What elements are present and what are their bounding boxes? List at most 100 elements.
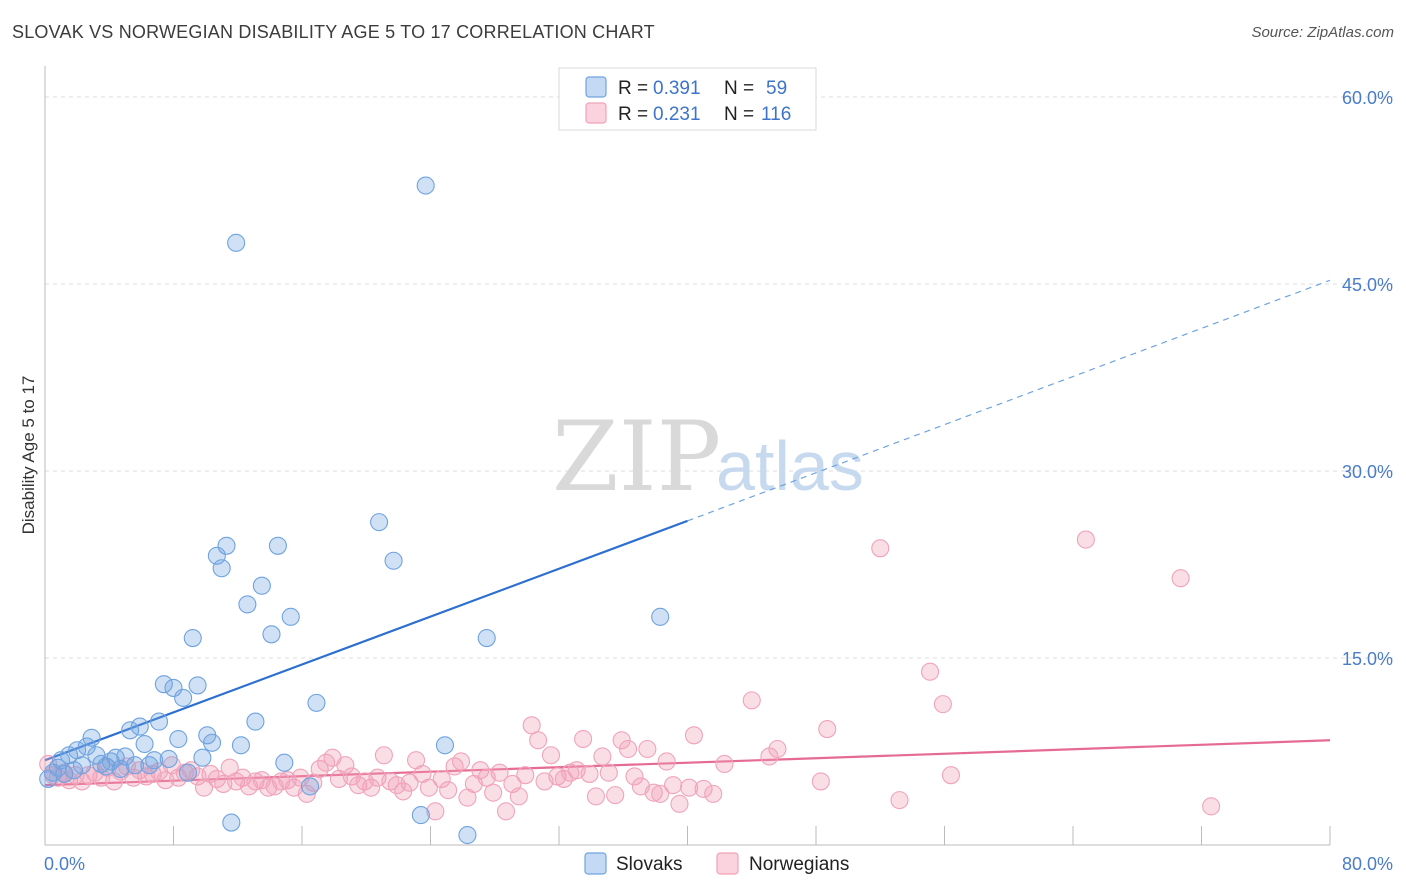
y-tick-label: 15.0% xyxy=(1342,649,1393,669)
data-point-slovaks xyxy=(370,513,389,532)
data-point-norwegians xyxy=(599,763,618,782)
data-point-norwegians xyxy=(704,784,723,803)
data-point-norwegians xyxy=(541,746,561,765)
data-point-slovaks xyxy=(217,536,236,555)
watermark-atlas: atlas xyxy=(716,427,864,505)
data-point-slovaks xyxy=(135,734,154,754)
data-point-slovaks xyxy=(72,756,91,775)
data-point-slovaks xyxy=(159,749,178,769)
data-point-norwegians xyxy=(742,691,761,710)
legend-swatch-norwegians xyxy=(585,102,607,124)
data-point-norwegians xyxy=(1202,797,1221,816)
trend-lines xyxy=(44,279,1331,787)
data-point-norwegians xyxy=(426,802,445,821)
data-point-slovaks xyxy=(82,728,101,747)
legend-r-value-slovaks: 0.391 xyxy=(653,78,701,99)
legend-r-label-norwegians: R = xyxy=(618,104,648,125)
legend-r-value-norwegians: 0.231 xyxy=(653,104,701,125)
data-point-slovaks xyxy=(384,551,403,570)
data-point-slovaks xyxy=(174,688,193,707)
data-point-norwegians xyxy=(374,746,393,765)
data-point-slovaks xyxy=(149,712,169,731)
data-point-slovaks xyxy=(130,717,149,736)
data-point-slovaks xyxy=(262,625,281,644)
data-point-slovaks xyxy=(416,176,435,195)
trend-line-norwegians xyxy=(44,739,1331,787)
watermark-zip: ZIP xyxy=(552,401,721,513)
data-point-slovaks xyxy=(121,721,140,740)
data-point-norwegians xyxy=(1076,530,1095,549)
data-point-slovaks xyxy=(268,536,287,555)
data-point-slovaks xyxy=(203,733,222,752)
data-point-slovaks xyxy=(238,595,257,614)
data-point-slovaks xyxy=(193,748,212,767)
data-point-norwegians xyxy=(509,787,528,806)
grid-lines xyxy=(45,96,1395,659)
data-point-slovaks xyxy=(154,675,173,694)
data-point-norwegians xyxy=(625,767,644,786)
trend-line-slovaks-extension xyxy=(687,279,1331,522)
data-point-slovaks xyxy=(477,629,496,648)
data-point-slovaks xyxy=(458,825,477,845)
data-point-slovaks xyxy=(55,764,74,783)
data-point-norwegians xyxy=(941,766,960,785)
data-point-norwegians xyxy=(439,781,458,800)
y-tick-label: 45.0% xyxy=(1342,275,1393,295)
data-point-norwegians xyxy=(638,739,657,759)
data-point-norwegians xyxy=(574,729,593,749)
data-point-norwegians xyxy=(768,739,787,759)
data-point-norwegians xyxy=(694,779,713,798)
data-point-slovaks xyxy=(212,559,231,578)
bottom-legend-swatch-norwegians xyxy=(716,852,739,875)
data-point-slovaks xyxy=(246,712,265,731)
data-point-slovaks xyxy=(178,763,198,782)
data-point-norwegians xyxy=(593,747,612,766)
data-point-norwegians xyxy=(1171,569,1190,588)
legend-n-label-norwegians: N = xyxy=(724,104,754,125)
axes xyxy=(44,66,1331,846)
top-legend: R = 0.391 N = 59 R = 0.231 N = 116 xyxy=(558,67,817,131)
data-point-norwegians xyxy=(890,791,909,810)
legend-swatch-slovaks xyxy=(585,76,607,98)
source-credit: Source: ZipAtlas.com xyxy=(1251,24,1394,41)
data-point-slovaks xyxy=(222,813,241,832)
data-point-norwegians xyxy=(432,769,451,788)
y-axis-title: Disability Age 5 to 17 xyxy=(19,376,38,535)
data-point-slovaks xyxy=(281,607,300,626)
data-point-norwegians xyxy=(663,776,683,795)
data-point-slovaks xyxy=(164,678,183,697)
data-point-norwegians xyxy=(529,731,548,750)
data-point-slovaks xyxy=(183,629,202,648)
data-point-norwegians xyxy=(586,787,605,806)
data-point-norwegians xyxy=(496,802,516,821)
watermark: ZIP atlas xyxy=(552,401,864,513)
data-point-norwegians xyxy=(451,752,471,771)
bottom-legend-label-slovaks: Slovaks xyxy=(616,854,683,875)
data-point-slovaks xyxy=(435,736,455,755)
data-point-norwegians xyxy=(715,754,734,774)
data-point-norwegians xyxy=(871,539,890,558)
data-point-slovaks xyxy=(300,777,320,796)
legend-n-label-slovaks: N = xyxy=(724,78,754,99)
chart-title: SLOVAK VS NORWEGIAN DISABILITY AGE 5 TO … xyxy=(12,22,655,42)
data-point-norwegians xyxy=(400,773,419,792)
bottom-legend-label-norwegians: Norwegians xyxy=(749,854,849,875)
data-point-norwegians xyxy=(606,786,625,805)
data-point-norwegians xyxy=(522,716,541,735)
data-point-norwegians xyxy=(419,778,438,797)
bottom-legend: Slovaks Norwegians xyxy=(584,852,849,875)
data-point-slovaks xyxy=(140,756,159,775)
data-point-slovaks xyxy=(231,736,251,755)
legend-n-value-norwegians: 116 xyxy=(761,104,791,125)
data-point-norwegians xyxy=(684,726,703,745)
y-tick-label: 60.0% xyxy=(1342,88,1393,108)
data-point-slovaks xyxy=(252,576,271,595)
x-tick-label: 0.0% xyxy=(44,854,85,874)
data-point-slovaks xyxy=(169,729,188,749)
data-point-norwegians xyxy=(651,784,670,803)
data-point-norwegians xyxy=(680,778,699,797)
x-tick-label: 80.0% xyxy=(1342,854,1393,874)
data-point-norwegians xyxy=(644,783,663,802)
data-point-norwegians xyxy=(471,761,490,780)
